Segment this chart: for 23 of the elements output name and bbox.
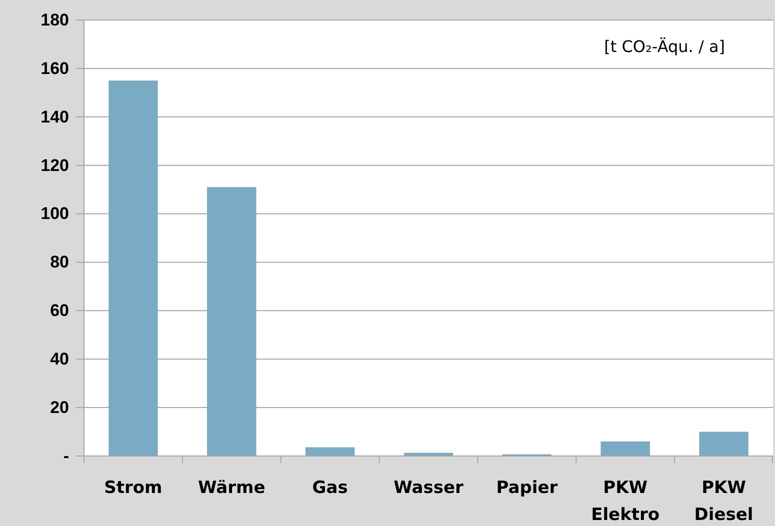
y-tick-label: 80 bbox=[50, 252, 69, 272]
bar bbox=[108, 80, 158, 456]
bar bbox=[699, 432, 748, 456]
bar bbox=[600, 441, 650, 456]
y-tick-label: 120 bbox=[40, 156, 69, 175]
bar bbox=[305, 447, 355, 456]
y-tick-label: 40 bbox=[50, 350, 69, 369]
bar bbox=[207, 187, 256, 456]
annotation: [t CO₂-Äqu. / a] bbox=[604, 37, 725, 56]
y-tick-label: 140 bbox=[40, 107, 69, 126]
x-tick-label: PKW Elektro bbox=[591, 478, 660, 525]
x-tick-label: Wärme bbox=[198, 478, 266, 498]
y-tick-label: 160 bbox=[40, 58, 69, 78]
x-tick-label: Strom bbox=[104, 478, 162, 498]
y-tick-label: 180 bbox=[40, 10, 69, 30]
y-tick-label: 100 bbox=[40, 204, 69, 224]
y-tick-label: 60 bbox=[50, 301, 69, 320]
x-tick-label: Gas bbox=[312, 478, 348, 498]
x-tick-label: Papier bbox=[496, 478, 558, 498]
x-tick-label: PKW Diesel bbox=[694, 478, 754, 525]
y-tick-label: 20 bbox=[50, 398, 69, 417]
y-tick-label: - bbox=[63, 446, 69, 466]
x-tick-label: Wasser bbox=[394, 478, 464, 498]
